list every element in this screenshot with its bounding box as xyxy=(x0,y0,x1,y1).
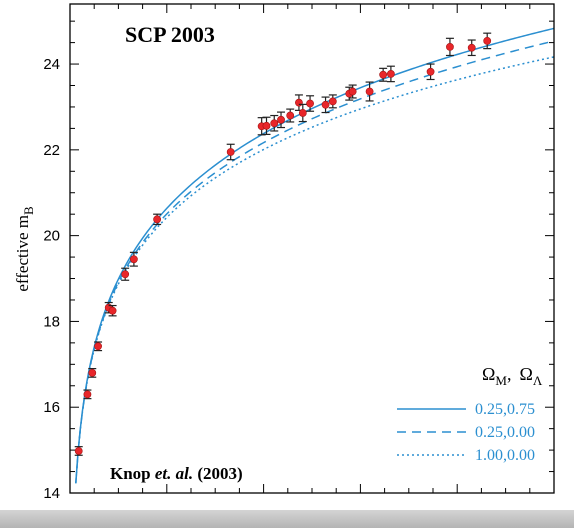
data-point xyxy=(108,304,117,317)
data-point xyxy=(483,32,492,50)
data-point-marker xyxy=(379,70,388,79)
data-point-marker xyxy=(108,306,117,315)
bottom-strip xyxy=(0,510,574,528)
data-point-marker xyxy=(348,87,357,96)
data-point xyxy=(277,111,286,129)
data-point-marker xyxy=(306,99,314,108)
supernova-points xyxy=(74,32,492,456)
credit-text: Knop et. al. (2003) xyxy=(110,464,243,483)
data-point-marker xyxy=(270,119,279,128)
y-tick-label: 24 xyxy=(43,56,60,73)
data-point xyxy=(348,84,357,99)
data-point-marker xyxy=(295,98,303,107)
data-point-marker xyxy=(467,43,476,52)
y-axis-label: effective mB xyxy=(13,206,36,292)
data-point-marker xyxy=(483,36,492,45)
data-point xyxy=(226,143,235,161)
axis-ticks xyxy=(69,4,555,494)
data-point xyxy=(83,389,92,400)
data-point-marker xyxy=(83,390,92,399)
data-point xyxy=(129,251,138,267)
data-point-marker xyxy=(129,255,138,264)
chart-title: SCP 2003 xyxy=(125,22,215,47)
y-tick-label: 18 xyxy=(43,313,60,330)
data-point xyxy=(286,108,295,123)
curve-dashed xyxy=(75,40,554,484)
svg-text:effective mB: effective mB xyxy=(13,206,36,292)
data-point-marker xyxy=(74,447,83,455)
legend-omega-m: Ω xyxy=(482,364,495,384)
data-point-marker xyxy=(94,342,102,351)
y-axis-label-subscript: B xyxy=(21,206,36,215)
curve-dotted xyxy=(75,56,554,484)
data-point xyxy=(262,116,271,135)
data-point-marker xyxy=(121,270,130,279)
data-point xyxy=(153,213,162,226)
legend-label-dotted: 1.00,0.00 xyxy=(475,447,535,464)
y-tick-label: 14 xyxy=(43,485,60,502)
data-point-marker xyxy=(153,215,162,224)
data-point-marker xyxy=(226,148,235,156)
legend-title: ΩM, ΩΛ xyxy=(482,364,543,388)
credit-year: (2003) xyxy=(197,464,242,483)
data-point-marker xyxy=(365,87,374,96)
y-axis-label-main: effective m xyxy=(13,215,32,292)
data-point xyxy=(306,95,315,112)
data-point-marker xyxy=(286,111,295,120)
data-point xyxy=(270,114,279,132)
data-point xyxy=(298,103,307,123)
data-point-marker xyxy=(446,42,454,51)
plot-frame xyxy=(69,3,555,494)
y-tick-label: 16 xyxy=(43,399,60,416)
y-tick-label: 20 xyxy=(43,228,60,245)
legend: ΩM, ΩΛ 0.25,0.75 0.25,0.00 1.00,0.00 xyxy=(397,364,543,464)
data-point xyxy=(467,39,476,57)
data-point xyxy=(321,96,330,114)
legend-label-dashed: 0.25,0.00 xyxy=(475,424,535,441)
legend-omega-lambda: Ω xyxy=(519,364,532,384)
credit-et-al: et. al. xyxy=(155,464,193,483)
data-point-marker xyxy=(277,115,285,124)
credit-author: Knop xyxy=(110,464,151,483)
data-point xyxy=(379,67,388,82)
data-point xyxy=(445,37,454,57)
data-point xyxy=(328,94,337,109)
data-point xyxy=(74,446,83,456)
data-point-marker xyxy=(88,368,97,377)
data-point-marker xyxy=(328,97,337,106)
data-point xyxy=(365,81,374,102)
y-tick-labels: 14 16 18 20 22 24 xyxy=(43,56,60,502)
data-point-marker xyxy=(298,109,307,117)
data-point xyxy=(426,63,435,81)
data-point xyxy=(88,368,97,378)
data-point-marker xyxy=(386,70,395,78)
data-point-marker xyxy=(426,67,435,76)
y-tick-label: 22 xyxy=(43,142,60,159)
data-point xyxy=(121,267,130,281)
data-point xyxy=(386,65,395,83)
data-point xyxy=(94,341,103,352)
legend-label-solid: 0.25,0.75 xyxy=(475,401,535,418)
data-point-marker xyxy=(262,121,271,130)
data-point-marker xyxy=(321,100,330,109)
